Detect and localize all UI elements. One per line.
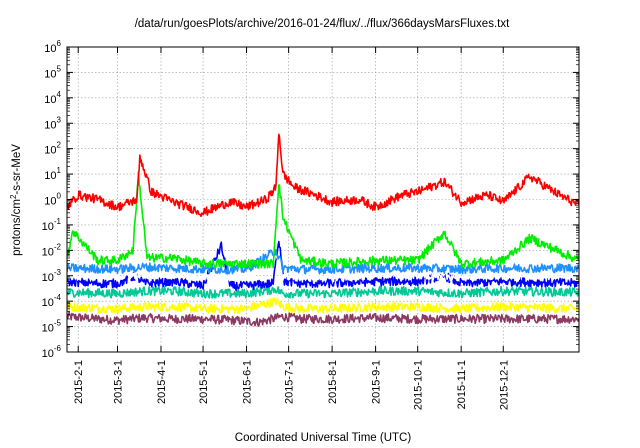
x-tick-label: 2015-7-1 bbox=[284, 360, 296, 404]
y-tick-label: 102 bbox=[44, 141, 61, 157]
data-series-line-3 bbox=[67, 285, 579, 299]
data-series-line-2 bbox=[67, 296, 579, 315]
data-series-line-4 bbox=[67, 240, 579, 292]
x-tick-label: 2015-8-1 bbox=[327, 360, 339, 404]
y-tick-label: 10-3 bbox=[42, 268, 62, 284]
x-tick-label: 2015-9-1 bbox=[371, 360, 383, 404]
y-tick-label: 105 bbox=[44, 64, 61, 80]
y-tick-labels: 10-6 10-5 10-4 10-3 10-2 10-1 100 101 102 103 104 1… bbox=[42, 39, 62, 360]
y-tick-label: 10-2 bbox=[42, 242, 62, 258]
y-tick-label: 106 bbox=[44, 39, 61, 55]
data-series-group bbox=[67, 133, 579, 327]
x-tick-label: 2015-10-1 bbox=[413, 360, 425, 410]
chart-title: /data/run/goesPlots/archive/2016-01-24/f… bbox=[135, 18, 510, 30]
y-tick-label: 10-1 bbox=[42, 217, 62, 233]
grid bbox=[67, 47, 579, 352]
y-tick-label: 100 bbox=[44, 192, 61, 208]
data-series-line-5 bbox=[67, 254, 579, 283]
data-series-line-1 bbox=[67, 311, 579, 327]
x-tick-label: 2015-4-1 bbox=[156, 360, 168, 404]
x-tick-label: 2015-12-1 bbox=[498, 360, 510, 410]
y-tick-label: 103 bbox=[44, 115, 61, 131]
x-tick-label: 2015-6-1 bbox=[242, 360, 254, 404]
y-tick-label: 10-6 bbox=[42, 344, 62, 360]
data-series-line-6 bbox=[67, 248, 579, 275]
axis-ticks bbox=[67, 46, 579, 353]
x-tick-label: 2015-2-1 bbox=[73, 360, 85, 404]
y-tick-label: 10-5 bbox=[42, 319, 62, 335]
data-series-line-7 bbox=[67, 170, 579, 269]
y-tick-label: 104 bbox=[44, 90, 61, 106]
y-tick-label: 10-4 bbox=[42, 293, 62, 309]
x-axis-label: Coordinated Universal Time (UTC) bbox=[235, 432, 412, 444]
y-tick-label: 101 bbox=[44, 166, 61, 182]
data-series-line-8 bbox=[67, 133, 579, 218]
x-tick-labels: 2015-2-1 2015-3-1 2015-4-1 2015-5-1 2015-6-1… bbox=[73, 360, 510, 410]
y-axis-label: protons/cm2-s-sr-MeV bbox=[9, 144, 23, 256]
x-tick-label: 2015-5-1 bbox=[198, 360, 210, 404]
x-tick-label: 2015-3-1 bbox=[112, 360, 124, 404]
x-tick-label: 2015-11-1 bbox=[456, 360, 468, 409]
